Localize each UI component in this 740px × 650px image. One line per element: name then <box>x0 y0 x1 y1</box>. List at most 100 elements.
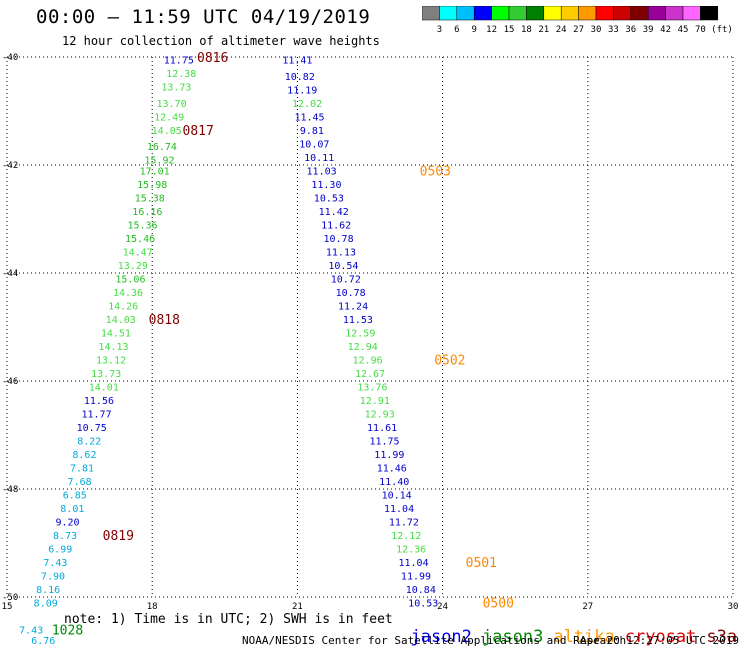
swh-value-label: 15.36 <box>127 220 157 231</box>
colorbar-label: 6 <box>454 25 459 35</box>
swh-value-label: 10.75 <box>77 423 107 434</box>
swh-value-label: 15.38 <box>135 193 165 204</box>
y-tick-label: -40 <box>2 53 18 63</box>
colorbar-label: 45 <box>678 25 689 35</box>
legend-s3a: s3a <box>706 627 738 647</box>
x-tick-label: 15 <box>2 602 13 612</box>
swh-value-label: 12.67 <box>355 369 385 380</box>
swh-value-label: 15.98 <box>137 180 167 191</box>
swh-value-label: 7.43 <box>43 558 67 569</box>
footer-note: note: 1) Time is in UTC; 2) SWH is in fe… <box>64 612 393 627</box>
swh-value-label: 12.02 <box>292 99 322 110</box>
colorbar-label: 36 <box>625 25 636 35</box>
swh-value-label: 11.41 <box>282 56 312 67</box>
swh-value-label: 15.06 <box>115 274 145 285</box>
swh-value-label: 8.22 <box>77 436 101 447</box>
swh-value-label: 11.53 <box>343 315 373 326</box>
legend-altika: altika <box>553 627 615 647</box>
swh-value-label: 12.36 <box>396 544 426 555</box>
swh-value-label: 14.26 <box>108 301 138 312</box>
legend-cryosat: cryosat <box>624 627 697 647</box>
colorbar-label: 33 <box>608 25 619 35</box>
swh-value-label: 10.84 <box>406 585 436 596</box>
y-tick-label: -48 <box>2 485 18 495</box>
swh-value-label: 11.72 <box>389 517 419 528</box>
swh-value-label: 12.91 <box>360 396 390 407</box>
x-tick-label: 18 <box>147 602 158 612</box>
swh-value-label: 12.12 <box>391 531 421 542</box>
swh-value-label: 14.05 <box>152 126 182 137</box>
colorbar-label: 24 <box>556 25 567 35</box>
chart-title: 00:00 – 11:59 UTC 04/19/2019 <box>36 6 371 28</box>
pass-time-label: 0817 <box>183 124 214 139</box>
colorbar-swatch <box>700 6 719 21</box>
y-tick-label: -44 <box>2 269 18 279</box>
swh-value-label: 12.96 <box>353 355 383 366</box>
swh-value-label: 6.85 <box>63 490 87 501</box>
x-tick-label: 24 <box>437 602 448 612</box>
swh-value-label: 11.04 <box>399 558 429 569</box>
swh-value-label: 14.47 <box>123 247 153 258</box>
colorbar-label: 30 <box>591 25 602 35</box>
legend-jason3: jason3 <box>481 627 544 647</box>
chart-subtitle: 12 hour collection of altimeter wave hei… <box>62 34 380 48</box>
swh-value-label: 11.77 <box>81 409 111 420</box>
colorbar-label: 3 <box>437 25 442 35</box>
pass-time-label: 1028 <box>52 623 83 638</box>
generated-timestamp: Apr 20 12:27:05 UTC 2019 <box>580 634 739 647</box>
swh-value-label: 6.99 <box>48 544 72 555</box>
colorbar-label: 21 <box>538 25 549 35</box>
legend-jason2: jason2 <box>410 627 472 647</box>
swh-value-label: 14.51 <box>101 328 131 339</box>
pass-time-label: 0819 <box>103 529 134 544</box>
swh-value-label: 6.76 <box>31 636 55 647</box>
swh-value-label: 11.46 <box>377 463 407 474</box>
swh-value-label: 13.12 <box>96 355 126 366</box>
swh-value-label: 9.20 <box>55 517 79 528</box>
colorbar-label: 12 <box>486 25 497 35</box>
swh-value-label: 11.56 <box>84 396 114 407</box>
colorbar-label: 18 <box>521 25 532 35</box>
swh-value-label: 11.13 <box>326 247 356 258</box>
swh-value-label: 11.62 <box>321 220 351 231</box>
swh-value-label: 11.04 <box>384 504 414 515</box>
y-tick-label: -50 <box>2 593 18 603</box>
swh-value-label: 10.11 <box>304 153 334 164</box>
swh-value-label: 10.53 <box>314 193 344 204</box>
swh-value-label: 10.78 <box>323 234 353 245</box>
swh-value-label: 14.01 <box>89 382 119 393</box>
colorbar-label: 27 <box>573 25 584 35</box>
colorbar-label: 42 <box>660 25 671 35</box>
swh-value-label: 12.59 <box>345 328 375 339</box>
swh-value-label: 10.14 <box>382 490 412 501</box>
colorbar-unit: (ft) <box>711 25 733 35</box>
swh-value-label: 16.16 <box>132 207 162 218</box>
colorbar-label: 39 <box>643 25 654 35</box>
pass-time-label: 0816 <box>197 51 228 66</box>
swh-value-label: 13.73 <box>91 369 121 380</box>
swh-value-label: 7.90 <box>41 571 65 582</box>
swh-value-label: 11.19 <box>287 85 317 96</box>
swh-value-label: 10.54 <box>328 261 358 272</box>
pass-time-label: 0502 <box>434 353 465 368</box>
swh-value-label: 11.45 <box>294 112 324 123</box>
x-tick-label: 30 <box>728 602 739 612</box>
swh-value-label: 7.68 <box>68 477 92 488</box>
swh-value-label: 11.03 <box>307 166 337 177</box>
swh-value-label: 13.73 <box>161 83 191 94</box>
pass-time-label: 0503 <box>420 164 451 179</box>
swh-value-label: 11.42 <box>319 207 349 218</box>
swh-value-label: 8.62 <box>72 450 96 461</box>
swh-value-label: 14.03 <box>106 315 136 326</box>
swh-value-label: 11.99 <box>374 450 404 461</box>
color-scale-legend: 3 6 9 12 15 18 21 24 27 30 33 36 39 42 45 70 (ft) <box>422 6 733 35</box>
swh-value-label: 16.74 <box>147 142 177 153</box>
swh-value-label: 7.43 <box>19 625 43 636</box>
y-tick-label: -42 <box>2 161 18 171</box>
swh-value-label: 8.01 <box>60 504 84 515</box>
swh-value-label: 7.81 <box>70 463 94 474</box>
swh-value-label: 8.16 <box>36 585 60 596</box>
swh-value-label: 11.75 <box>369 436 399 447</box>
swh-value-label: 12.38 <box>166 69 196 80</box>
